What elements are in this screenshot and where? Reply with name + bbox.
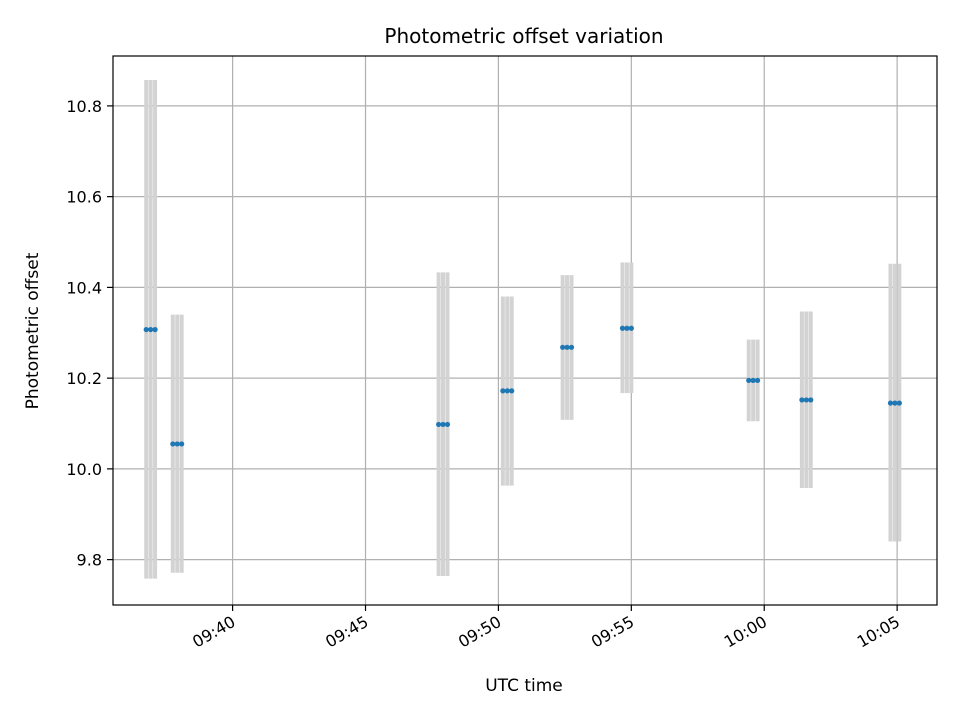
data-point xyxy=(896,400,902,406)
y-axis-label: Photometric offset xyxy=(23,252,43,409)
data-point xyxy=(564,344,570,350)
data-point xyxy=(560,344,566,350)
data-point xyxy=(568,344,575,350)
data-point xyxy=(500,388,506,394)
data-point xyxy=(152,326,158,333)
data-point xyxy=(628,325,634,331)
data-point xyxy=(440,421,446,428)
data-point xyxy=(174,441,180,447)
y-tick-label: 10.0 xyxy=(66,460,102,479)
y-tick-label: 10.6 xyxy=(66,188,102,207)
y-tick-label: 9.8 xyxy=(77,551,102,570)
y-tick-label: 10.8 xyxy=(66,97,102,116)
x-axis-label: UTC time xyxy=(485,676,563,696)
data-point xyxy=(624,325,630,331)
data-point xyxy=(754,377,761,384)
data-point xyxy=(148,326,154,333)
grid xyxy=(113,56,937,605)
plot-frame xyxy=(112,55,938,606)
data-point xyxy=(143,326,149,333)
data-point xyxy=(892,400,898,406)
data-point xyxy=(746,377,752,384)
data-point xyxy=(808,397,814,403)
chart-title: Photometric offset variation xyxy=(384,24,663,48)
data-point xyxy=(887,400,894,406)
data-point xyxy=(509,388,515,394)
y-tick-label: 10.4 xyxy=(66,278,102,297)
y-tick-label: 10.2 xyxy=(66,369,102,388)
data-point xyxy=(504,388,510,394)
data-point xyxy=(750,377,756,384)
data-point xyxy=(619,325,626,331)
data-point xyxy=(444,421,451,428)
data-points xyxy=(143,325,902,447)
data-point xyxy=(179,441,185,447)
y-axis-ticks: 9.8 10.0 10.2 10.4 10.6 10.8 xyxy=(66,97,113,570)
data-point xyxy=(436,421,442,428)
data-point xyxy=(803,397,809,403)
data-point xyxy=(170,441,176,447)
data-point xyxy=(799,397,805,403)
